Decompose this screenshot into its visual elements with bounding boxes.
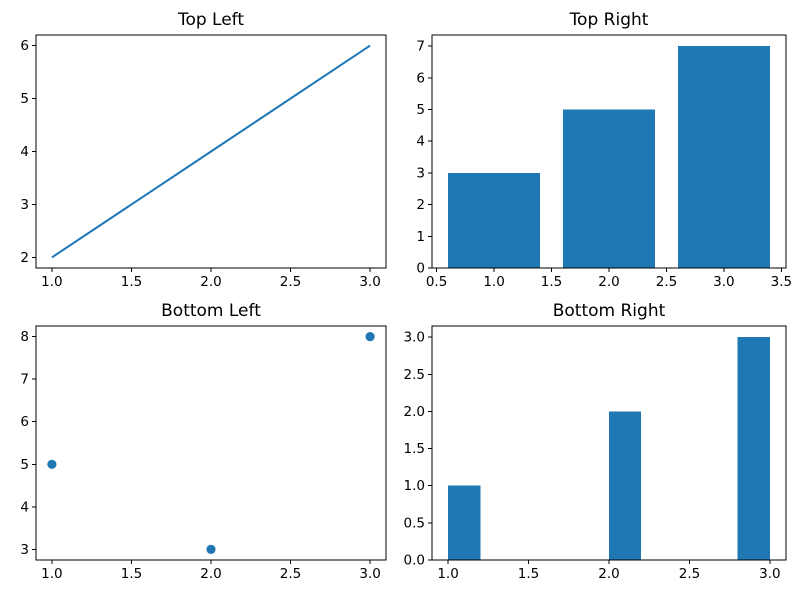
svg-text:3.0: 3.0 bbox=[713, 274, 734, 290]
svg-text:2.5: 2.5 bbox=[656, 274, 677, 290]
svg-text:7: 7 bbox=[20, 372, 29, 388]
svg-text:3.5: 3.5 bbox=[771, 274, 792, 290]
svg-text:8: 8 bbox=[20, 329, 29, 345]
svg-text:0.0: 0.0 bbox=[404, 553, 425, 569]
svg-text:1.0: 1.0 bbox=[483, 274, 504, 290]
svg-text:5: 5 bbox=[20, 91, 29, 107]
bottom-right-histogram-chart: 1.0 1.5 2.0 2.5 3.0 0.0 0.5 1.0 1.5 2.0 2.5 3.0 bbox=[404, 325, 787, 582]
svg-text:4: 4 bbox=[416, 134, 425, 150]
subplot-top-left: Top Left 1.0 1.5 2.0 2.5 3.0 2 3 4 5 6 bbox=[0, 0, 400, 300]
svg-text:1.0: 1.0 bbox=[41, 274, 62, 290]
svg-text:6: 6 bbox=[20, 414, 29, 430]
svg-text:6: 6 bbox=[416, 70, 425, 86]
svg-text:3: 3 bbox=[20, 197, 29, 213]
subplot-top-right-title: Top Right bbox=[569, 10, 649, 30]
subplot-bottom-right: Bottom Right 1.0 1.5 2.0 2.5 3.0 0.0 0.5 1.0 1.5… bbox=[400, 300, 800, 600]
svg-text:0: 0 bbox=[416, 261, 425, 277]
svg-text:2.0: 2.0 bbox=[404, 404, 425, 420]
svg-text:7: 7 bbox=[416, 39, 425, 55]
svg-text:4: 4 bbox=[20, 499, 29, 515]
svg-text:3.0: 3.0 bbox=[359, 566, 380, 582]
svg-text:3.0: 3.0 bbox=[359, 274, 380, 290]
svg-text:1.5: 1.5 bbox=[404, 441, 425, 457]
svg-text:1.5: 1.5 bbox=[518, 566, 539, 582]
svg-text:6: 6 bbox=[20, 38, 29, 54]
top-left-line-chart: 1.0 1.5 2.0 2.5 3.0 2 3 4 5 6 bbox=[20, 34, 387, 290]
svg-text:2.0: 2.0 bbox=[200, 566, 221, 582]
subplot-bottom-right-title: Bottom Right bbox=[552, 301, 666, 321]
svg-text:3.0: 3.0 bbox=[404, 330, 425, 346]
svg-text:1.5: 1.5 bbox=[121, 566, 142, 582]
svg-text:0.5: 0.5 bbox=[404, 515, 425, 531]
svg-text:5: 5 bbox=[20, 457, 29, 473]
svg-text:2: 2 bbox=[416, 197, 425, 213]
svg-text:5: 5 bbox=[416, 102, 425, 118]
svg-text:2.0: 2.0 bbox=[598, 566, 619, 582]
svg-text:2.0: 2.0 bbox=[200, 274, 221, 290]
subplot-bottom-left-title: Bottom Left bbox=[161, 301, 261, 321]
svg-text:0.5: 0.5 bbox=[426, 274, 447, 290]
svg-text:1.0: 1.0 bbox=[404, 478, 425, 494]
subplot-top-right: Top Right 0.5 1.0 1.5 2.0 2.5 3.0 3.5 0 1 2 3 4 5 6 7 bbox=[400, 0, 800, 300]
svg-text:3: 3 bbox=[20, 542, 29, 558]
svg-text:2.5: 2.5 bbox=[679, 566, 700, 582]
svg-text:1: 1 bbox=[416, 229, 425, 245]
svg-text:2.5: 2.5 bbox=[280, 274, 301, 290]
svg-text:1.5: 1.5 bbox=[541, 274, 562, 290]
svg-text:2.5: 2.5 bbox=[404, 367, 425, 383]
top-right-bar-chart: 0.5 1.0 1.5 2.0 2.5 3.0 3.5 0 1 2 3 4 5 6 7 bbox=[416, 34, 792, 290]
svg-text:4: 4 bbox=[20, 144, 29, 160]
svg-text:2: 2 bbox=[20, 250, 29, 266]
svg-text:3: 3 bbox=[416, 165, 425, 181]
bottom-left-scatter-chart: 1.0 1.5 2.0 2.5 3.0 3 4 5 6 7 8 bbox=[20, 325, 387, 582]
svg-text:1.0: 1.0 bbox=[437, 566, 458, 582]
subplot-bottom-left: Bottom Left 1.0 1.5 2.0 2.5 3.0 3 4 5 6 7 8 bbox=[0, 300, 400, 600]
svg-text:2.5: 2.5 bbox=[280, 566, 301, 582]
svg-text:3.0: 3.0 bbox=[759, 566, 780, 582]
svg-text:1.0: 1.0 bbox=[41, 566, 62, 582]
svg-text:2.0: 2.0 bbox=[598, 274, 619, 290]
svg-text:1.5: 1.5 bbox=[121, 274, 142, 290]
subplot-top-left-title: Top Left bbox=[177, 10, 245, 30]
